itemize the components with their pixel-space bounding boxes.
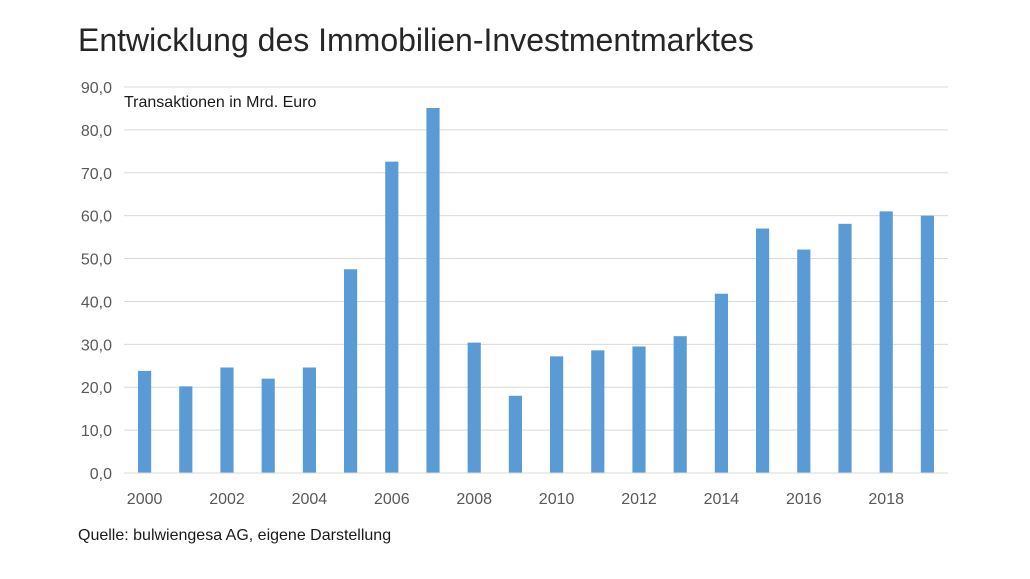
x-tick-label: 2014 — [704, 491, 740, 508]
bar-2007 — [426, 108, 440, 473]
bar-2013 — [673, 336, 687, 473]
y-tick-label: 60,0 — [81, 209, 112, 226]
source-note: Quelle: bulwiengesa AG, eigene Darstellu… — [78, 527, 392, 544]
bar-2005 — [344, 269, 358, 473]
x-tick-label: 2016 — [786, 491, 822, 508]
x-tick-label: 2018 — [868, 491, 904, 508]
y-tick-label: 90,0 — [81, 80, 112, 97]
y-tick-label: 40,0 — [81, 294, 112, 311]
y-tick-label: 70,0 — [81, 166, 112, 183]
x-axis-ticks: 2000 2002 2004 2006 2008 2010 2012 2014 2016 2018 — [127, 491, 904, 508]
x-tick-label: 2006 — [374, 491, 410, 508]
bar-2001 — [179, 386, 193, 473]
bar-2011 — [591, 350, 605, 473]
chart-title: Entwicklung des Immobilien-Investmentmar… — [78, 22, 754, 58]
bar-2017 — [838, 223, 852, 473]
y-tick-label: 10,0 — [81, 423, 112, 440]
x-tick-label: 2008 — [456, 491, 492, 508]
y-tick-label: 80,0 — [81, 123, 112, 140]
bar-2008 — [467, 342, 481, 473]
bar-2010 — [550, 356, 564, 473]
bars — [138, 108, 934, 474]
y-tick-label: 50,0 — [81, 252, 112, 269]
y-tick-label: 0,0 — [90, 466, 112, 483]
bar-2015 — [756, 228, 770, 473]
bar-2019 — [920, 215, 934, 473]
x-tick-label: 2000 — [127, 491, 163, 508]
y-tick-label: 20,0 — [81, 380, 112, 397]
bar-2002 — [220, 367, 234, 473]
bar-2009 — [508, 395, 522, 473]
x-tick-label: 2010 — [539, 491, 575, 508]
bar-2003 — [261, 378, 275, 473]
y-axis-label: Transaktionen in Mrd. Euro — [124, 94, 317, 111]
bar-2012 — [632, 346, 646, 473]
x-tick-label: 2004 — [292, 491, 328, 508]
bar-2018 — [879, 211, 893, 473]
y-axis-ticks: 0,0 10,0 20,0 30,0 40,0 50,0 60,0 70,0 80,0 90,0 — [81, 80, 112, 483]
gridlines — [124, 86, 948, 431]
bar-2014 — [714, 293, 728, 473]
x-tick-label: 2012 — [621, 491, 657, 508]
bar-2004 — [302, 367, 316, 473]
y-tick-label: 30,0 — [81, 337, 112, 354]
x-tick-label: 2002 — [209, 491, 245, 508]
bar-2006 — [385, 161, 399, 474]
bar-2000 — [138, 370, 152, 473]
bar-2016 — [797, 249, 811, 473]
